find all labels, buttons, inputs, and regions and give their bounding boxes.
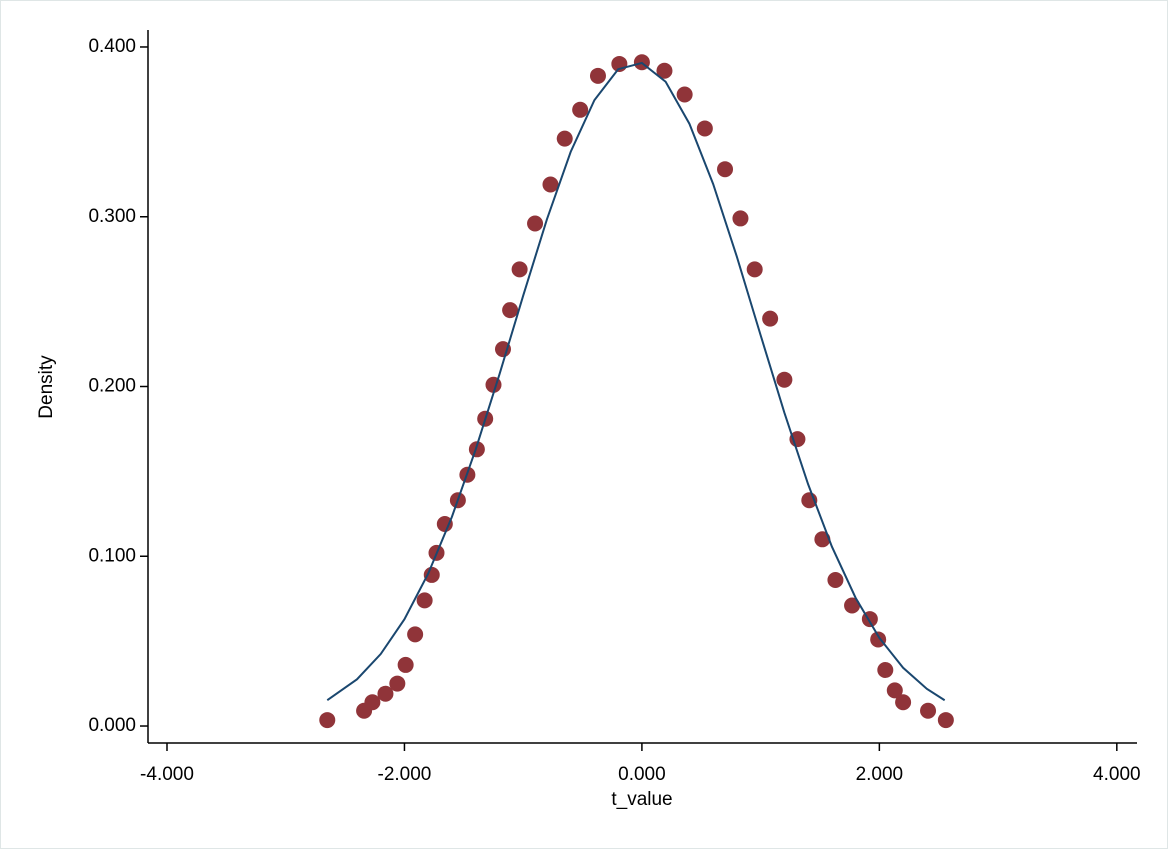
point	[877, 662, 894, 679]
point	[364, 694, 381, 711]
point	[844, 597, 861, 614]
point	[397, 656, 414, 673]
y-tick-label: 0.000	[88, 715, 136, 736]
point	[895, 694, 912, 711]
point	[319, 712, 336, 729]
point	[494, 341, 511, 358]
point	[676, 86, 693, 103]
x-tick-label: 2.000	[856, 764, 904, 785]
point	[527, 215, 544, 232]
x-tick-label: -2.000	[378, 764, 432, 785]
y-tick-label: 0.300	[88, 206, 136, 227]
point	[389, 675, 406, 692]
point	[556, 130, 573, 147]
point	[416, 592, 433, 609]
point	[572, 101, 589, 118]
point	[814, 531, 831, 548]
point	[717, 161, 734, 178]
point	[423, 566, 440, 583]
point	[762, 310, 779, 327]
point	[920, 702, 937, 719]
point	[468, 441, 485, 458]
point	[696, 120, 713, 137]
point	[377, 685, 394, 702]
point	[776, 371, 793, 388]
point	[827, 572, 844, 589]
point	[436, 516, 453, 533]
y-tick-label: 0.200	[88, 376, 136, 397]
point	[870, 631, 887, 648]
point	[656, 62, 673, 79]
y-tick-label: 0.100	[88, 545, 136, 566]
fit-line	[326, 61, 946, 702]
point	[886, 682, 903, 699]
point	[937, 712, 954, 729]
point	[746, 261, 763, 278]
point	[542, 176, 559, 193]
x-tick-label: 0.000	[618, 764, 666, 785]
y-tick-label: 0.400	[88, 36, 136, 57]
x-tick-label: 4.000	[1093, 764, 1141, 785]
point	[511, 261, 528, 278]
x-axis-title: t_value	[611, 789, 672, 810]
x-tick-label: -4.000	[140, 764, 194, 785]
point	[407, 626, 424, 643]
point	[589, 67, 606, 84]
point	[502, 302, 519, 319]
y-axis-title: Density	[36, 355, 57, 419]
point	[732, 210, 749, 227]
